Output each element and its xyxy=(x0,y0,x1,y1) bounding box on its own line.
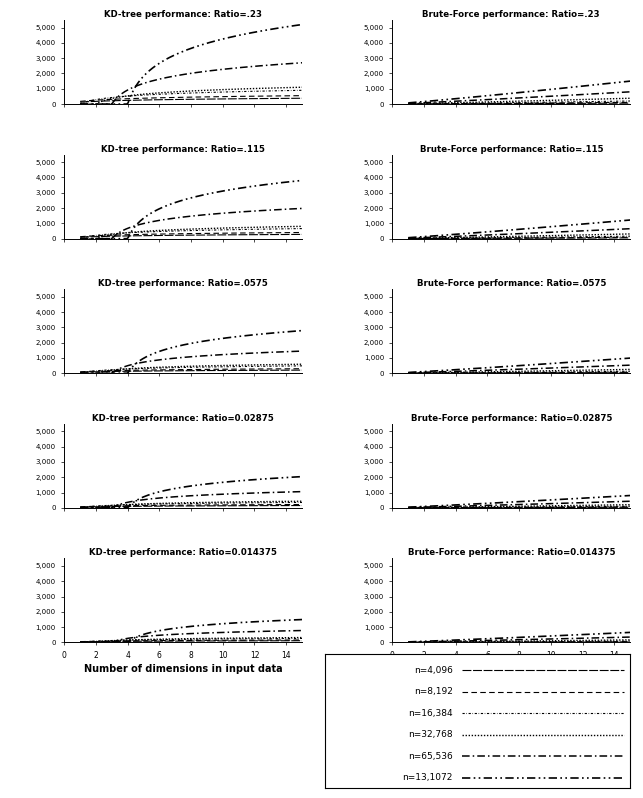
X-axis label: Number of dimensions in input data: Number of dimensions in input data xyxy=(84,664,282,674)
X-axis label: Number of dimensions in input data: Number of dimensions in input data xyxy=(412,664,611,674)
Title: KD-tree performance: Ratio=0.02875: KD-tree performance: Ratio=0.02875 xyxy=(93,414,274,423)
Text: n=32,768: n=32,768 xyxy=(408,730,453,739)
Title: KD-tree performance: Ratio=.115: KD-tree performance: Ratio=.115 xyxy=(101,144,265,154)
Title: Brute-Force performance: Ratio=0.014375: Brute-Force performance: Ratio=0.014375 xyxy=(408,548,615,558)
Text: n=4,096: n=4,096 xyxy=(414,666,453,675)
Title: KD-tree performance: Ratio=0.014375: KD-tree performance: Ratio=0.014375 xyxy=(89,548,277,558)
Text: n=65,536: n=65,536 xyxy=(408,752,453,760)
Title: KD-tree performance: Ratio=.23: KD-tree performance: Ratio=.23 xyxy=(104,10,262,19)
Title: Brute-Force performance: Ratio=.115: Brute-Force performance: Ratio=.115 xyxy=(419,144,603,154)
Text: n=8,192: n=8,192 xyxy=(414,687,453,697)
Title: Brute-Force performance: Ratio=0.02875: Brute-Force performance: Ratio=0.02875 xyxy=(411,414,612,423)
Title: Brute-Force performance: Ratio=.0575: Brute-Force performance: Ratio=.0575 xyxy=(417,279,606,288)
Text: n=16,384: n=16,384 xyxy=(408,709,453,718)
Title: Brute-Force performance: Ratio=.23: Brute-Force performance: Ratio=.23 xyxy=(422,10,600,19)
Text: n=13,1072: n=13,1072 xyxy=(403,773,453,782)
Title: KD-tree performance: Ratio=.0575: KD-tree performance: Ratio=.0575 xyxy=(98,279,268,288)
